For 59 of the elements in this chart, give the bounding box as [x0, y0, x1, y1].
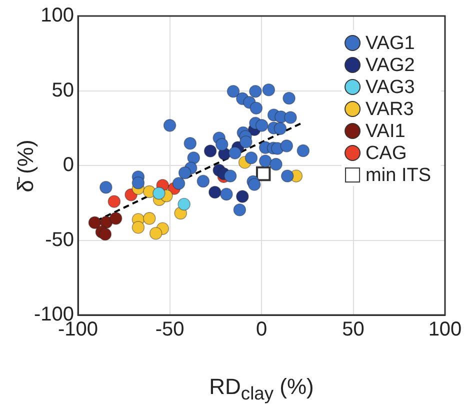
point	[98, 228, 112, 241]
point	[204, 144, 217, 158]
legend-label: VAG3	[366, 77, 415, 98]
legend-label: CAG	[366, 143, 407, 164]
y-tick-label: 100	[40, 4, 74, 27]
point	[143, 212, 156, 225]
point	[184, 136, 197, 150]
x-tick-label: 100	[428, 318, 462, 341]
point	[284, 111, 297, 124]
point	[149, 226, 162, 240]
point	[280, 170, 294, 182]
point	[132, 220, 145, 234]
point	[100, 180, 112, 194]
point	[224, 170, 237, 182]
point	[248, 178, 261, 191]
x-axis-title: RD$_{clay}$ (%)	[209, 374, 314, 404]
point	[163, 119, 176, 132]
point	[236, 190, 249, 203]
point	[132, 176, 145, 190]
point	[108, 195, 121, 208]
legend-label: VAG1	[366, 33, 415, 54]
legend-label: VAG2	[366, 55, 415, 76]
point	[255, 119, 268, 132]
point	[220, 188, 233, 201]
x-tick-label: 0	[256, 318, 268, 341]
point	[215, 138, 228, 151]
point	[109, 212, 122, 225]
point	[258, 154, 272, 168]
point	[88, 216, 102, 230]
point	[256, 166, 271, 182]
point	[250, 102, 263, 114]
y-axis-title: δ̄ (%)	[13, 139, 39, 192]
point	[282, 92, 296, 105]
point	[262, 83, 276, 96]
point	[233, 204, 246, 216]
point	[240, 135, 252, 148]
point	[178, 198, 190, 211]
legend-label: VAI1	[366, 121, 406, 142]
point	[270, 158, 282, 171]
y-tick-label: 50	[52, 79, 74, 102]
point	[152, 186, 166, 200]
point	[178, 166, 192, 180]
point	[274, 122, 287, 135]
y-tick-label: -50	[45, 228, 74, 251]
legend-label: min ITS	[366, 165, 431, 186]
x-tick-label: 50	[342, 318, 364, 341]
point	[280, 140, 294, 152]
point	[296, 144, 310, 158]
point	[226, 84, 240, 98]
point	[228, 146, 242, 160]
point	[187, 151, 200, 164]
point	[172, 177, 186, 190]
point	[249, 84, 262, 98]
point	[208, 186, 222, 199]
point	[244, 151, 258, 164]
point	[196, 174, 210, 188]
legend-label: VAR3	[366, 99, 414, 120]
y-tick-label: 0	[62, 154, 74, 176]
x-tick-label: -50	[155, 318, 184, 341]
